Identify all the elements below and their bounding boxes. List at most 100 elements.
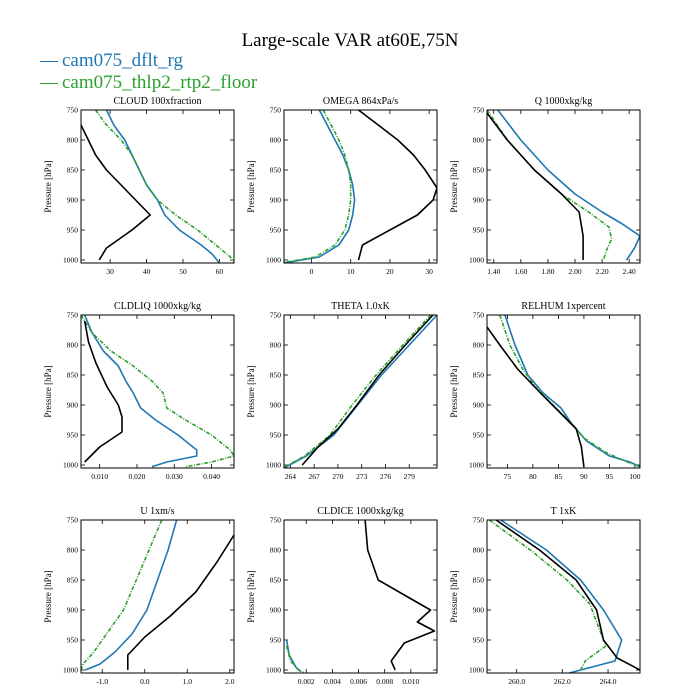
y-tick-label: 950	[473, 226, 485, 235]
y-tick-label: 850	[67, 576, 79, 585]
y-tick-label: 1000	[63, 666, 78, 675]
panel-title: CLDLIQ 1000xkg/kg	[114, 301, 201, 312]
chart-panel: RELHUM 1xpercent Pressure [hPa] 750 800 850 9…	[449, 301, 641, 481]
y-tick-label: 800	[473, 341, 485, 350]
panel-title: RELHUM 1xpercent	[521, 301, 605, 312]
series-line	[301, 315, 434, 466]
x-tick-label: 267	[308, 472, 320, 481]
y-tick-label: 750	[473, 311, 485, 320]
x-tick-label: 270	[332, 472, 344, 481]
y-tick-label: 1000	[266, 461, 281, 470]
series-line	[81, 315, 234, 468]
y-tick-label: 1000	[469, 256, 484, 265]
y-axis-label: Pressure [hPa]	[43, 365, 53, 417]
x-tick-label: 0.010	[91, 472, 108, 481]
x-tick-label: 100	[629, 472, 641, 481]
chart-panel: U 1xm/s Pressure [hPa] 750 800 850 900 950 1000…	[43, 506, 235, 686]
y-tick-label: 900	[67, 401, 79, 410]
x-tick-label: 0.010	[402, 677, 419, 686]
x-tick-label: 0.040	[203, 472, 220, 481]
y-tick-label: 900	[473, 401, 485, 410]
series-line	[284, 315, 437, 468]
y-axis-label: Pressure [hPa]	[449, 570, 459, 622]
panel-title: OMEGA 864xPa/s	[323, 96, 398, 107]
x-tick-label: -1.0	[96, 677, 108, 686]
x-tick-label: 0.020	[129, 472, 146, 481]
series-line	[81, 520, 163, 671]
x-tick-label: 0.006	[350, 677, 367, 686]
y-tick-label: 1000	[469, 666, 484, 675]
x-tick-label: 0.0	[140, 677, 150, 686]
x-tick-label: 40	[143, 267, 151, 276]
series-line	[284, 315, 432, 468]
y-tick-label: 950	[67, 226, 79, 235]
series-line	[83, 315, 198, 468]
panel-title: CLOUD 100xfraction	[113, 96, 201, 107]
series-line	[487, 112, 584, 260]
y-tick-label: 850	[473, 371, 485, 380]
panel-title: U 1xm/s	[140, 506, 174, 517]
plot-frame	[283, 314, 438, 469]
x-tick-label: 2.20	[596, 267, 609, 276]
y-tick-label: 900	[270, 606, 282, 615]
x-tick-label: 279	[404, 472, 416, 481]
chart-panel: Q 1000xkg/kg Pressure [hPa] 750 800 850 900 95…	[449, 96, 641, 276]
series-line	[487, 326, 585, 467]
legend-label: cam075_dflt_rg	[62, 50, 184, 71]
y-tick-label: 950	[67, 636, 79, 645]
y-tick-label: 750	[270, 516, 282, 525]
y-axis-label: Pressure [hPa]	[43, 570, 53, 622]
x-tick-label: 95	[606, 472, 614, 481]
x-tick-label: 2.40	[623, 267, 636, 276]
y-tick-label: 800	[67, 136, 79, 145]
x-tick-label: 1.0	[183, 677, 193, 686]
x-tick-label: 80	[529, 472, 537, 481]
x-tick-label: 0	[310, 267, 314, 276]
y-axis-label: Pressure [hPa]	[246, 160, 256, 212]
x-tick-label: 0.008	[376, 677, 393, 686]
y-tick-label: 850	[270, 371, 282, 380]
legend-label: cam075_thlp2_rtp2_floor	[62, 72, 258, 93]
series-line	[500, 520, 623, 673]
panel-title: T 1xK	[551, 506, 577, 517]
series-line	[488, 520, 607, 671]
y-axis-label: Pressure [hPa]	[449, 365, 459, 417]
y-tick-label: 950	[270, 226, 282, 235]
y-tick-label: 800	[270, 341, 282, 350]
x-tick-label: 0.004	[324, 677, 341, 686]
series-line	[284, 110, 356, 263]
y-tick-label: 800	[270, 546, 282, 555]
y-tick-label: 900	[270, 196, 282, 205]
x-tick-label: 1.80	[541, 267, 554, 276]
x-tick-label: 30	[106, 267, 114, 276]
plot-frame	[486, 314, 641, 469]
y-tick-label: 950	[67, 431, 79, 440]
x-tick-label: 276	[380, 472, 392, 481]
x-tick-label: 50	[179, 267, 187, 276]
y-tick-label: 1000	[266, 666, 281, 675]
plot-frame	[486, 519, 641, 674]
y-tick-label: 1000	[469, 461, 484, 470]
x-tick-label: 20	[386, 267, 394, 276]
legend: cam075_dflt_rg cam075_thlp2_rtp2_floor	[40, 50, 257, 94]
y-tick-label: 950	[270, 636, 282, 645]
chart-panel: CLDLIQ 1000xkg/kg Pressure [hPa] 750 800 850…	[43, 301, 235, 481]
x-tick-label: 260.0	[508, 677, 525, 686]
series-line	[487, 110, 613, 261]
y-tick-label: 1000	[266, 256, 281, 265]
y-tick-label: 1000	[63, 461, 78, 470]
chart-panel: CLDICE 1000xkg/kg Pressure [hPa] 750 800 850…	[246, 506, 438, 686]
legend-item: cam075_thlp2_rtp2_floor	[40, 72, 257, 94]
x-tick-label: 0.030	[166, 472, 183, 481]
chart-panel: OMEGA 864xPa/s Pressure [hPa] 750 800 850 900…	[246, 96, 438, 276]
y-axis-label: Pressure [hPa]	[246, 365, 256, 417]
y-tick-label: 800	[473, 136, 485, 145]
plot-frame	[80, 519, 235, 674]
y-tick-label: 750	[270, 311, 282, 320]
series-line	[127, 534, 234, 670]
y-tick-label: 850	[67, 371, 79, 380]
x-tick-label: 60	[216, 267, 224, 276]
series-line	[497, 110, 640, 261]
x-tick-label: 30	[425, 267, 433, 276]
chart-panel: THETA 1.0xK Pressure [hPa] 750 800 850 900 950…	[246, 301, 438, 481]
